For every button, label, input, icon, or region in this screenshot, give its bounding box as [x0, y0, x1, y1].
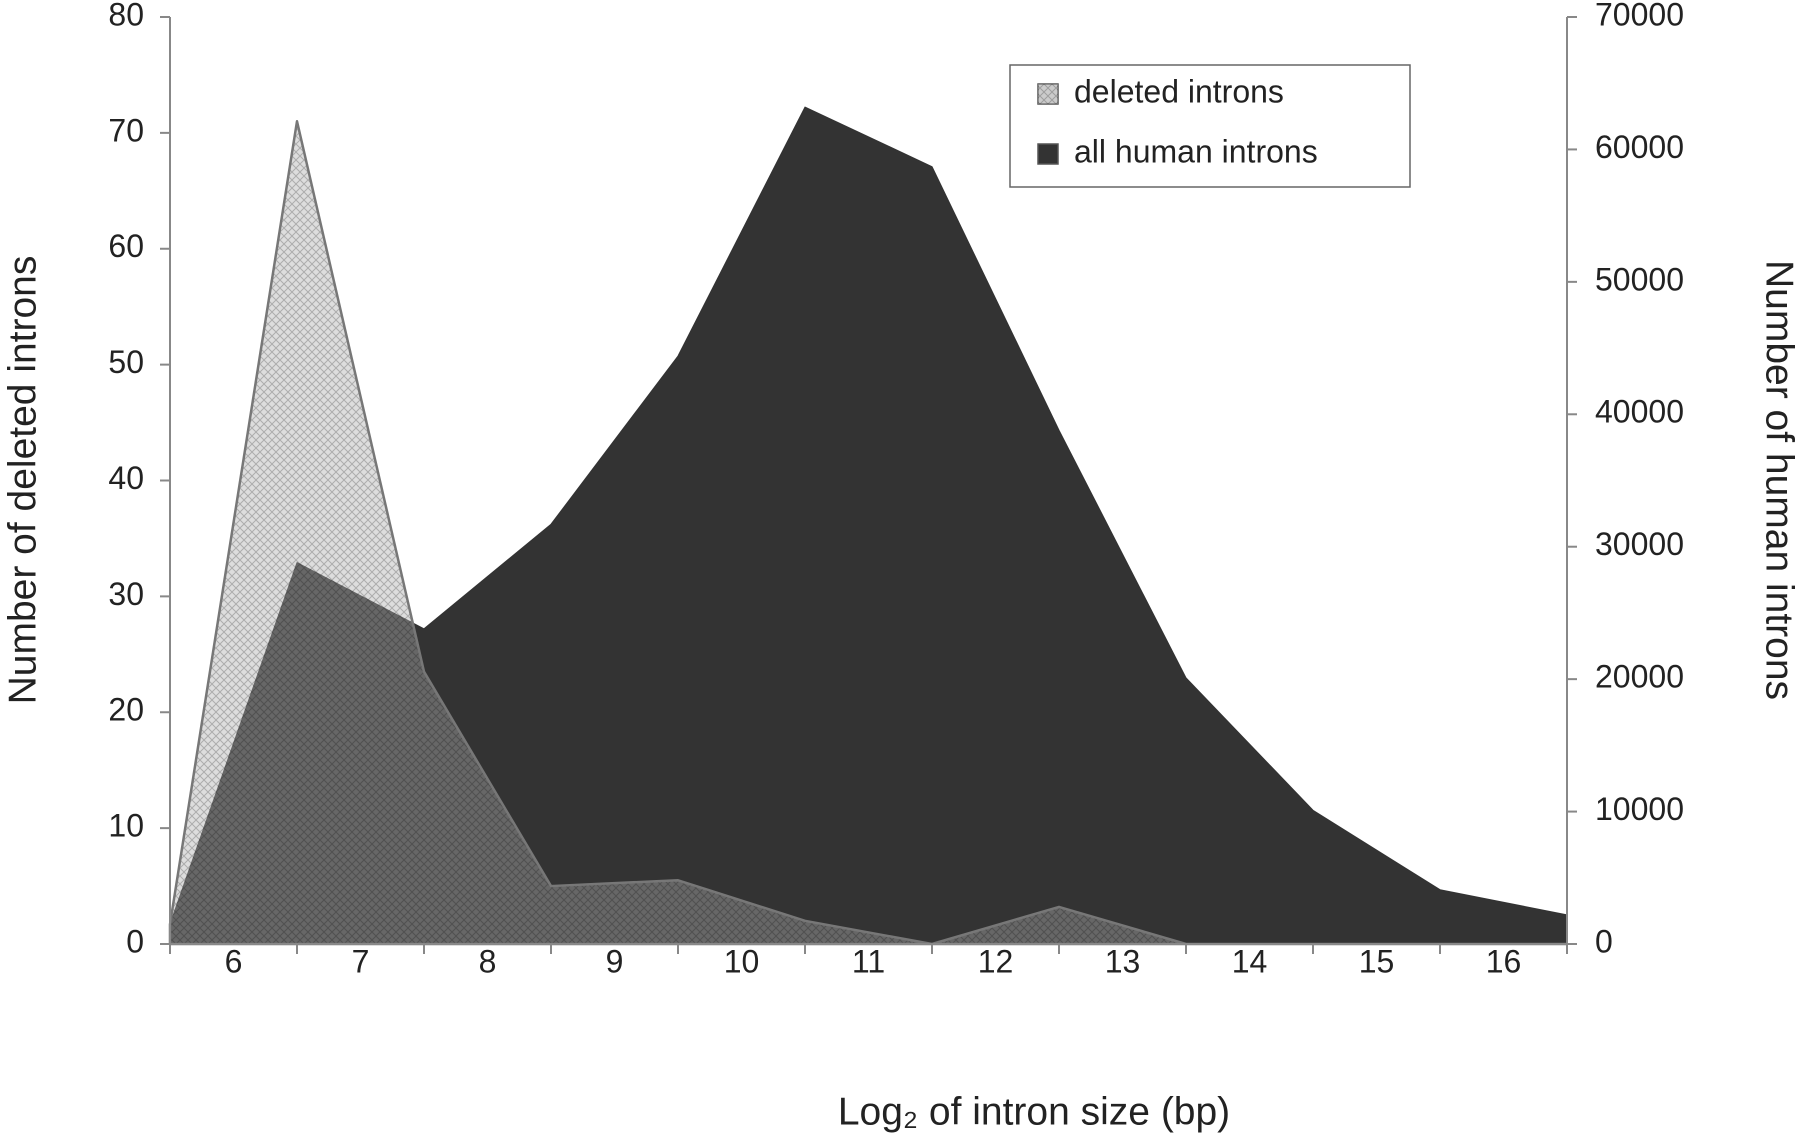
legend-swatch [1037, 143, 1059, 165]
x-tick-label: 6 [225, 943, 243, 979]
y2-axis-title: Number of human introns [1758, 260, 1800, 700]
legend-label: all human introns [1074, 133, 1318, 169]
y2-tick-label: 40000 [1595, 394, 1684, 430]
x-tick-label: 16 [1486, 943, 1522, 979]
y2-tick-label: 0 [1595, 923, 1613, 959]
y-tick-label: 60 [108, 228, 144, 264]
y2-tick-label: 50000 [1595, 261, 1684, 297]
x-tick-label: 13 [1105, 943, 1141, 979]
y-axis-title: Number of deleted introns [1, 256, 44, 705]
x-tick-label: 8 [479, 943, 497, 979]
y-tick-label: 40 [108, 460, 144, 496]
legend-label: deleted introns [1074, 73, 1284, 109]
legend-box [1009, 64, 1411, 188]
x-tick-label: 10 [724, 943, 760, 979]
y2-tick-label: 20000 [1595, 659, 1684, 695]
x-axis-title: Log₂ of intron size (bp) [838, 1090, 1230, 1133]
y-tick-label: 70 [108, 112, 144, 148]
y2-tick-label: 60000 [1595, 129, 1684, 165]
x-tick-label: 15 [1359, 943, 1395, 979]
y2-tick-label: 10000 [1595, 791, 1684, 827]
plot-area [168, 106, 1569, 946]
x-tick-label: 14 [1232, 943, 1268, 979]
x-tick-label: 9 [606, 943, 624, 979]
y-tick-label: 20 [108, 692, 144, 728]
legend-swatch-hatch [1038, 84, 1058, 104]
x-tick-label: 11 [852, 943, 885, 979]
x-tick-label: 12 [978, 943, 1014, 979]
y-tick-label: 30 [108, 576, 144, 612]
y2-tick-label: 30000 [1595, 526, 1684, 562]
y-tick-label: 10 [108, 808, 144, 844]
y-tick-label: 80 [108, 0, 144, 32]
y-tick-label: 0 [126, 923, 144, 959]
y-tick-label: 50 [108, 344, 144, 380]
x-tick-label: 7 [352, 943, 370, 979]
y2-tick-label: 70000 [1595, 0, 1684, 32]
